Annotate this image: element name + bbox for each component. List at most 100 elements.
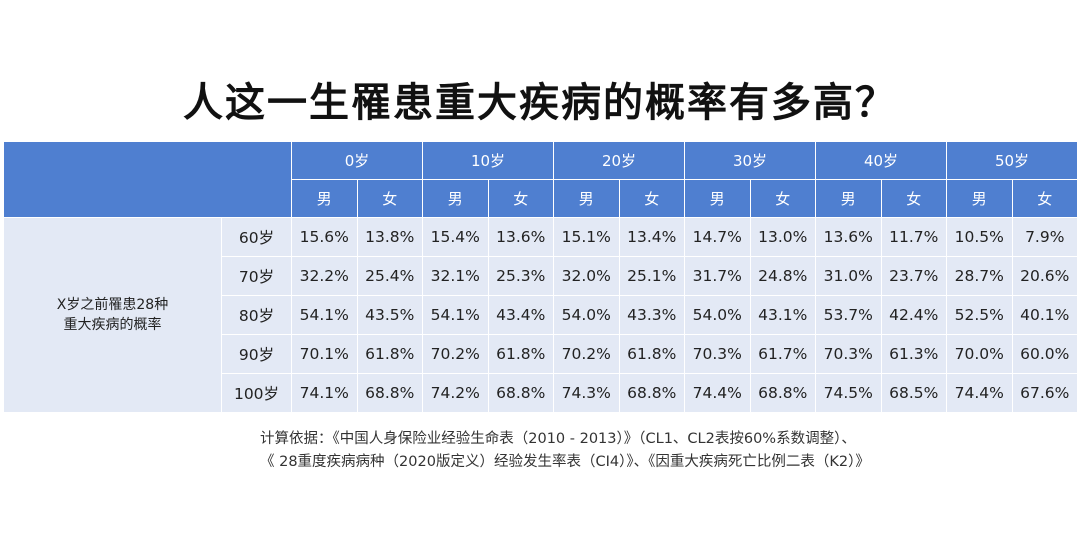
row-age-label: 100岁 <box>221 373 292 413</box>
age-header-row: 0岁 10岁 20岁 30岁 40岁 50岁 <box>3 141 1079 218</box>
age-group-header: 50岁 <box>946 141 1079 180</box>
table-cell: 70.2% <box>553 334 620 374</box>
table-cell: 15.1% <box>553 217 620 257</box>
male-header: 男 <box>815 179 882 218</box>
table-cell: 60.0% <box>1011 334 1079 374</box>
table-cell: 13.8% <box>356 217 424 257</box>
table-row: 70岁 32.2% 25.4% 32.1% 25.3% 32.0% 25.1% 31.7% 24… <box>4 256 1079 296</box>
table-cell: 52.5% <box>946 295 1013 335</box>
table-row: 90岁 70.1% 61.8% 70.2% 61.8% 70.2% 61.8% 70.3% 61… <box>4 334 1079 374</box>
table-cell: 23.7% <box>880 256 948 296</box>
table-cell: 70.2% <box>422 334 489 374</box>
table-cell: 68.8% <box>356 373 424 413</box>
table-row: 80岁 54.1% 43.5% 54.1% 43.4% 54.0% 43.3% 54.0% 43… <box>4 295 1079 335</box>
note-line-1: 计算依据：《中国人身保险业经验生命表（2010 - 2013）》（CL1、CL2… <box>260 431 856 447</box>
table-cell: 43.5% <box>356 295 424 335</box>
table-cell: 61.8% <box>487 334 555 374</box>
table-cell: 54.0% <box>684 295 751 335</box>
table-cell: 28.7% <box>946 256 1013 296</box>
table-cell: 68.8% <box>749 373 817 413</box>
table-cell: 31.7% <box>684 256 751 296</box>
row-age-label: 80岁 <box>221 295 292 335</box>
table-cell: 74.3% <box>553 373 620 413</box>
male-header: 男 <box>422 179 489 218</box>
table-cell: 70.3% <box>815 334 882 374</box>
probability-table: 0岁 10岁 20岁 30岁 40岁 50岁 男女男女男女男女男女男女 X岁之前罹患28种… <box>3 141 1079 413</box>
age-group-header: 30岁 <box>684 141 817 180</box>
male-header: 男 <box>291 179 358 218</box>
table-cell: 20.6% <box>1011 256 1079 296</box>
note-line-2: 《 28重度疾病病种（2020版定义）经验发生率表（CI4）》、《因重大疾病死亡… <box>260 454 870 470</box>
table-cell: 67.6% <box>1011 373 1079 413</box>
row-group-header: X岁之前罹患28种 重大疾病的概率 <box>3 217 222 413</box>
table-cell: 68.8% <box>487 373 555 413</box>
table-row: X岁之前罹患28种 重大疾病的概率 60岁 15.6% 13.8% 15.4% 13.6% 1… <box>3 217 1079 413</box>
table-cell: 70.1% <box>291 334 358 374</box>
age-group-header: 0岁 <box>290 141 424 180</box>
table-cell: 74.4% <box>946 373 1013 413</box>
male-header: 男 <box>946 179 1013 218</box>
table-cell: 14.7% <box>684 217 751 257</box>
age-group-header: 20岁 <box>553 141 686 180</box>
table-cell: 61.7% <box>749 334 817 374</box>
table-cell: 31.0% <box>815 256 882 296</box>
table-cell: 25.3% <box>487 256 555 296</box>
page-title: 人这一生罹患重大疾病的概率有多高？ <box>183 80 897 126</box>
table-cell: 25.1% <box>618 256 686 296</box>
table-cell: 40.1% <box>1011 295 1079 335</box>
table-cell: 24.8% <box>749 256 817 296</box>
table-cell: 25.4% <box>356 256 424 296</box>
table-cell: 68.5% <box>880 373 948 413</box>
table-cell: 61.8% <box>356 334 424 374</box>
row-group-header-line: X岁之前罹患28种 <box>56 297 169 313</box>
table-cell: 13.6% <box>815 217 882 257</box>
female-header: 女 <box>749 179 817 218</box>
calculation-note: 计算依据：《中国人身保险业经验生命表（2010 - 2013）》（CL1、CL2… <box>260 428 1070 474</box>
row-age-label: 60岁 <box>221 217 292 257</box>
table-cell: 43.1% <box>749 295 817 335</box>
table-cell: 13.0% <box>749 217 817 257</box>
table-cell: 74.5% <box>815 373 882 413</box>
corner-cell <box>3 141 292 218</box>
table-cell: 43.4% <box>487 295 555 335</box>
table-body: X岁之前罹患28种 重大疾病的概率 60岁 15.6% 13.8% 15.4% 13.6% 1… <box>3 217 1079 413</box>
female-header: 女 <box>487 179 555 218</box>
table-cell: 32.0% <box>553 256 620 296</box>
table-cell: 7.9% <box>1011 217 1079 257</box>
table-cell: 43.3% <box>618 295 686 335</box>
row-group-header-line: 重大疾病的概率 <box>63 317 162 333</box>
table-cell: 13.4% <box>618 217 686 257</box>
table-cell: 54.1% <box>422 295 489 335</box>
table-cell: 42.4% <box>880 295 948 335</box>
table-cell: 15.6% <box>291 217 358 257</box>
row-age-label: 90岁 <box>221 334 292 374</box>
male-header: 男 <box>684 179 751 218</box>
age-group-header: 10岁 <box>422 141 555 180</box>
table-cell: 61.3% <box>880 334 948 374</box>
table-row: 100岁 74.1% 68.8% 74.2% 68.8% 74.3% 68.8% 74.4% 6… <box>4 373 1079 413</box>
table-cell: 32.1% <box>422 256 489 296</box>
table-cell: 11.7% <box>880 217 948 257</box>
female-header: 女 <box>618 179 686 218</box>
age-group-header: 40岁 <box>815 141 948 180</box>
female-header: 女 <box>1011 179 1079 218</box>
male-header: 男 <box>553 179 620 218</box>
female-header: 女 <box>880 179 948 218</box>
table-cell: 10.5% <box>946 217 1013 257</box>
table-cell: 70.3% <box>684 334 751 374</box>
sex-header-row: 男女男女男女男女男女男女 <box>4 179 1079 218</box>
table-cell: 53.7% <box>815 295 882 335</box>
table-cell: 74.2% <box>422 373 489 413</box>
table-cell: 54.0% <box>553 295 620 335</box>
table-cell: 70.0% <box>946 334 1013 374</box>
table-cell: 15.4% <box>422 217 489 257</box>
table-cell: 68.8% <box>618 373 686 413</box>
table-cell: 13.6% <box>487 217 555 257</box>
table-cell: 74.1% <box>291 373 358 413</box>
row-age-label: 70岁 <box>221 256 292 296</box>
female-header: 女 <box>356 179 424 218</box>
table-cell: 32.2% <box>291 256 358 296</box>
table-cell: 61.8% <box>618 334 686 374</box>
table-cell: 74.4% <box>684 373 751 413</box>
table-cell: 54.1% <box>291 295 358 335</box>
